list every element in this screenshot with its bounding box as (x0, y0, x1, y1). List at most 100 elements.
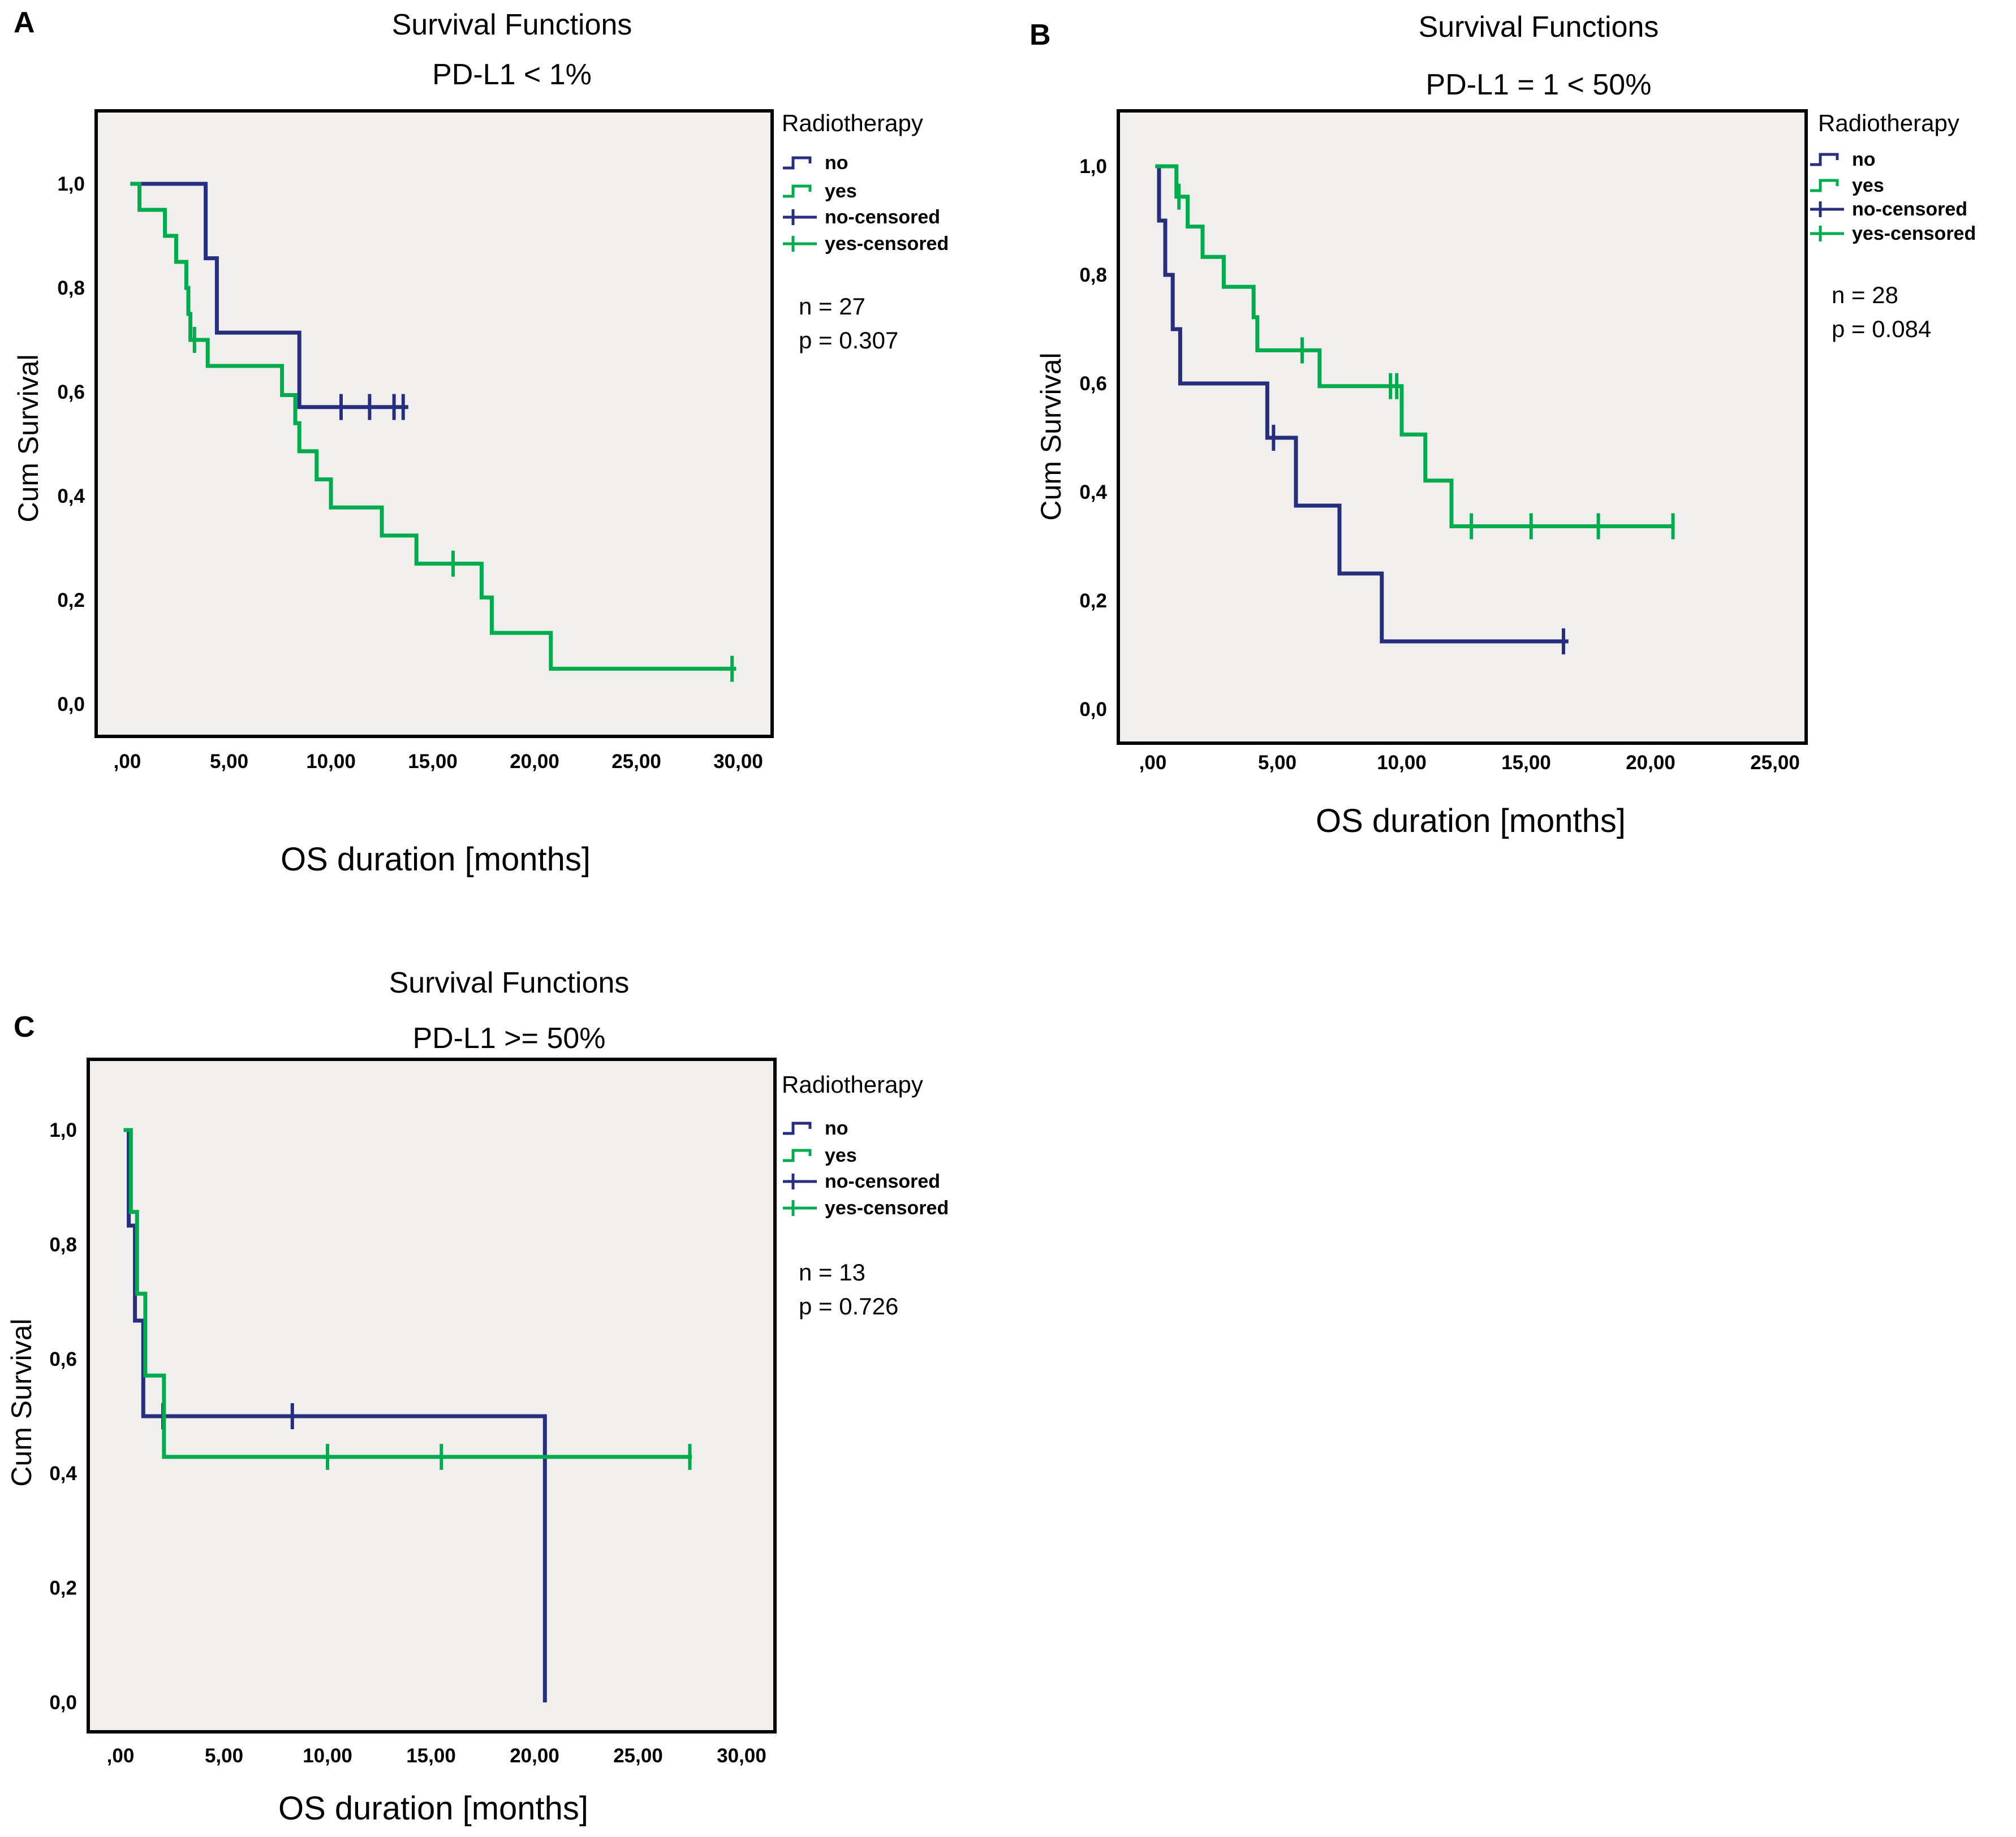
y-tick-label: 0,6 (1079, 373, 1107, 395)
km-step-line-no (1155, 164, 1569, 644)
y-tick-label: 0,8 (1079, 264, 1107, 286)
legend-label: yes-censored (825, 232, 949, 255)
legend-label: no (1852, 148, 1876, 170)
legend-label: no-censored (825, 206, 941, 228)
y-tick-label: 0,4 (49, 1463, 77, 1485)
panel-b-subtitle: PD-L1 = 1 < 50% (1425, 68, 1652, 101)
panel-a-legend-item-no-censored: no-censored (782, 204, 940, 231)
censored-no-icon (783, 209, 817, 225)
y-tick-label: 1,0 (49, 1119, 77, 1141)
y-tick-label: 0,2 (1079, 590, 1107, 612)
x-tick-label: 10,00 (303, 1745, 352, 1767)
y-tick-label: 0,0 (1079, 698, 1107, 721)
panel-c-legend-item-no-censored: no-censored (782, 1168, 940, 1195)
x-tick-label: 30,00 (713, 751, 763, 773)
x-tick-label: ,00 (114, 751, 141, 773)
x-tick-label: 15,00 (1501, 752, 1551, 774)
panel-c-legend-item-no: no (782, 1115, 848, 1142)
km-step-line-yes (130, 182, 736, 671)
legend-label: yes-censored (825, 1197, 949, 1219)
censored-no-icon (1810, 201, 1844, 217)
x-tick-label: 10,00 (1377, 752, 1427, 774)
step-line-yes-icon (1810, 179, 1839, 192)
panel-c-subtitle: PD-L1 >= 50% (412, 1022, 606, 1055)
plot-area (1117, 109, 1808, 745)
panel-a-x-axis-title: OS duration [months] (280, 841, 591, 878)
step-line-yes-icon (783, 184, 812, 198)
censored-yes-icon (783, 236, 817, 252)
y-tick-label: 0,0 (57, 693, 85, 715)
y-tick-label: 0,8 (57, 277, 85, 299)
x-tick-label: ,00 (107, 1745, 135, 1767)
x-tick-label: 20,00 (510, 1745, 559, 1767)
legend-label: yes (825, 1144, 857, 1166)
km-step-line-no (130, 182, 408, 409)
panel-c-legend-item-yes-censored: yes-censored (782, 1195, 949, 1222)
km-panel-C: ,00 5,00 10,00 15,00 20,00 25,00 30,00 1,0 0,8 0,… (49, 1058, 777, 1767)
km-step-line-no (124, 1128, 547, 1702)
x-tick-label: 25,00 (613, 1745, 663, 1767)
x-tick-label: 25,00 (611, 751, 661, 773)
panel-a-legend-item-yes: yes (782, 178, 857, 205)
step-line-no-icon (783, 156, 812, 170)
x-tick-label: 20,00 (1626, 752, 1675, 774)
panel-c-title: Survival Functions (389, 967, 630, 999)
panel-b-legend-item-yes-censored: yes-censored (1809, 220, 1976, 247)
panel-c-stats: n = 13 p = 0.726 (799, 1256, 898, 1323)
censored-yes-icon (1810, 226, 1844, 242)
panel-a-legend-title: Radiotherapy (782, 110, 923, 136)
p-value: p = 0.726 (799, 1293, 899, 1319)
n-value: n = 28 (1832, 282, 1898, 308)
panel-a-title: Survival Functions (391, 8, 632, 41)
panel-a-legend-item-no: no (782, 149, 848, 176)
x-tick-label: 25,00 (1750, 752, 1800, 774)
panel-b-title: Survival Functions (1418, 11, 1659, 44)
y-tick-label: 0,2 (57, 589, 85, 611)
censored-no-icon (783, 1174, 817, 1189)
panel-letter-a: A (14, 6, 35, 39)
panel-b-stats: n = 28 p = 0.084 (1832, 278, 1931, 346)
x-tick-label: 5,00 (205, 1745, 243, 1767)
panel-letter-c: C (14, 1011, 35, 1043)
panel-a-legend-item-yes-censored: yes-censored (782, 230, 949, 257)
p-value: p = 0.084 (1832, 316, 1932, 342)
x-tick-label: 10,00 (306, 751, 356, 773)
legend-label: yes (1852, 174, 1884, 196)
y-tick-label: 0,4 (1079, 481, 1107, 503)
y-tick-label: 0,4 (57, 485, 85, 507)
y-tick-label: 0,8 (49, 1234, 77, 1256)
km-panel-A: ,00 5,00 10,00 15,00 20,00 25,00 30,00 1,0 0,8 0,… (57, 109, 774, 773)
y-tick-label: 1,0 (57, 173, 85, 195)
panel-b-legend-item-no: no (1809, 146, 1876, 173)
km-panel-B: ,00 5,00 10,00 15,00 20,00 25,00 1,0 0,8 0,6 0,4 0… (1079, 109, 1808, 774)
panel-b-legend-title: Radiotherapy (1818, 110, 1959, 136)
legend-label: no-censored (825, 1170, 941, 1192)
step-line-no-icon (1810, 153, 1839, 166)
y-tick-label: 1,0 (1079, 156, 1107, 178)
legend-label: yes-censored (1852, 222, 1976, 244)
legend-label: yes (825, 180, 857, 202)
legend-label: no-censored (1852, 198, 1968, 220)
p-value: p = 0.307 (799, 327, 899, 353)
km-step-line-yes (123, 1128, 692, 1459)
n-value: n = 27 (799, 293, 865, 320)
y-tick-label: 0,6 (57, 381, 85, 403)
panel-b-legend-item-no-censored: no-censored (1809, 196, 1967, 223)
plot-area (94, 109, 774, 738)
panel-b-legend-item-yes: yes (1809, 172, 1884, 199)
x-tick-label: ,00 (1139, 752, 1167, 774)
panel-letter-b: B (1029, 19, 1051, 51)
km-step-line-yes (1155, 164, 1674, 528)
x-tick-label: 15,00 (408, 751, 458, 773)
n-value: n = 13 (799, 1259, 865, 1286)
panel-c-legend-title: Radiotherapy (782, 1071, 923, 1098)
x-tick-label: 20,00 (510, 751, 559, 773)
panel-c-legend-item-yes: yes (782, 1142, 857, 1169)
x-tick-label: 30,00 (717, 1745, 766, 1767)
y-tick-label: 0,0 (49, 1692, 77, 1714)
plot-area (87, 1058, 777, 1733)
panel-c-x-axis-title: OS duration [months] (278, 1790, 589, 1827)
legend-label: no (825, 152, 848, 174)
